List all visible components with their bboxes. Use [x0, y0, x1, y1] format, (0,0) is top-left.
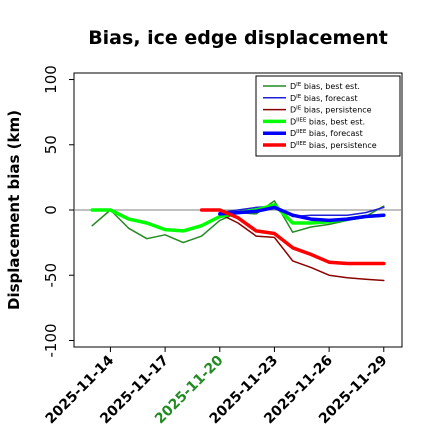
y-tick-label: 0 — [42, 205, 60, 215]
legend-label: DIIEE bias, best est. — [290, 117, 365, 126]
legend-label: DIE bias, forecast — [290, 94, 358, 103]
y-tick-label: -50 — [42, 263, 60, 288]
legend-box — [255, 75, 401, 157]
legend: DIE bias, best est. DIE bias, forecast DIE… — [255, 75, 401, 157]
y-tick-label: -100 — [42, 323, 60, 357]
legend-label: DIIEE bias, forecast — [290, 129, 363, 138]
y-tick-label: 100 — [42, 65, 60, 94]
legend-label: DIE bias, persistence — [290, 106, 372, 115]
series-line-6 — [199, 208, 386, 266]
y-axis-label: Displacement bias (km) — [5, 110, 23, 310]
y-tick-label: 50 — [42, 135, 60, 154]
legend-label: DIE bias, best est. — [290, 82, 360, 91]
chart-title: Bias, ice edge displacement — [88, 27, 388, 49]
series-line-3 — [219, 213, 385, 282]
series-layer — [90, 200, 386, 282]
legend-label: DIIEE bias, persistence — [290, 141, 377, 150]
series-line-5 — [218, 205, 386, 223]
